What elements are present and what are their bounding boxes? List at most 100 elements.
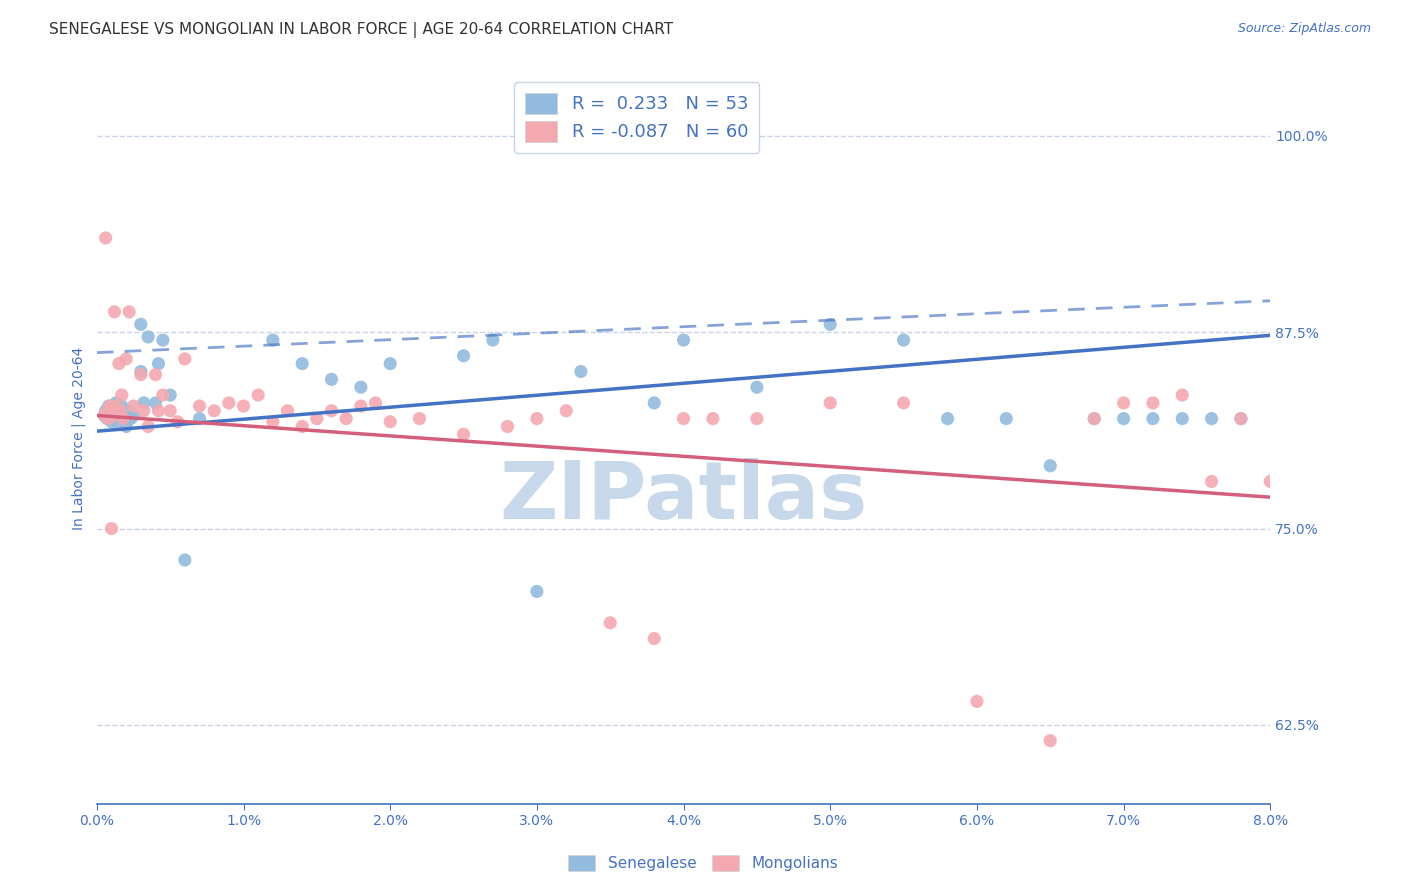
Point [111,388,134,402]
Point [643,632,665,646]
Point [218,396,240,410]
Point [101,409,124,423]
Point [745,411,768,425]
Point [93,409,115,423]
Point [100,415,122,429]
Point [96,411,118,425]
Point [1112,411,1135,425]
Point [159,388,181,402]
Point [496,419,519,434]
Point [148,403,170,417]
Point [110,403,132,417]
Point [100,522,122,536]
Point [1201,475,1223,489]
Text: SENEGALESE VS MONGOLIAN IN LABOR FORCE | AGE 20-64 CORRELATION CHART: SENEGALESE VS MONGOLIAN IN LABOR FORCE |… [49,22,673,38]
Point [966,694,988,708]
Point [145,396,167,410]
Point [350,380,373,394]
Point [526,584,548,599]
Point [643,396,665,410]
Point [1142,411,1164,425]
Point [152,333,174,347]
Point [173,351,195,366]
Legend: Senegalese, Mongolians: Senegalese, Mongolians [562,849,844,877]
Point [350,399,373,413]
Point [364,396,387,410]
Point [526,411,548,425]
Point [97,399,120,413]
Point [818,318,841,332]
Point [1142,396,1164,410]
Point [152,388,174,402]
Point [380,357,402,371]
Point [122,399,145,413]
Point [120,411,142,425]
Point [1083,411,1105,425]
Point [98,411,121,425]
Point [745,380,768,394]
Point [105,415,128,429]
Y-axis label: In Labor Force | Age 20-64: In Labor Force | Age 20-64 [72,347,86,530]
Point [482,333,505,347]
Point [1230,411,1253,425]
Point [262,333,284,347]
Point [118,403,141,417]
Point [159,403,181,417]
Point [115,419,138,434]
Point [1201,411,1223,425]
Point [599,615,621,630]
Point [1112,396,1135,410]
Point [173,553,195,567]
Point [408,411,430,425]
Point [148,357,170,371]
Point [104,396,127,410]
Point [108,357,131,371]
Point [1039,458,1062,473]
Point [97,411,120,425]
Point [247,388,270,402]
Point [104,399,127,413]
Point [321,403,343,417]
Point [136,419,159,434]
Point [110,403,132,417]
Point [555,403,578,417]
Point [136,330,159,344]
Point [305,411,328,425]
Point [112,411,135,425]
Point [893,333,915,347]
Point [145,368,167,382]
Point [115,411,138,425]
Point [1171,411,1194,425]
Point [118,305,141,319]
Point [1083,411,1105,425]
Point [166,415,188,429]
Point [94,231,117,245]
Text: ZIPatlas: ZIPatlas [499,458,868,536]
Point [202,403,225,417]
Point [232,399,254,413]
Point [380,415,402,429]
Point [129,318,152,332]
Point [995,411,1018,425]
Point [569,364,592,378]
Point [132,403,155,417]
Point [101,409,124,423]
Point [129,364,152,378]
Point [112,411,135,425]
Point [335,411,357,425]
Point [291,419,314,434]
Point [98,399,121,413]
Point [122,409,145,423]
Point [702,411,724,425]
Point [129,368,152,382]
Point [132,396,155,410]
Point [277,403,299,417]
Point [111,399,134,413]
Point [453,349,475,363]
Point [115,351,138,366]
Legend: R =  0.233   N = 53, R = -0.087   N = 60: R = 0.233 N = 53, R = -0.087 N = 60 [515,82,759,153]
Point [672,411,695,425]
Point [100,411,122,425]
Point [321,372,343,386]
Point [1171,388,1194,402]
